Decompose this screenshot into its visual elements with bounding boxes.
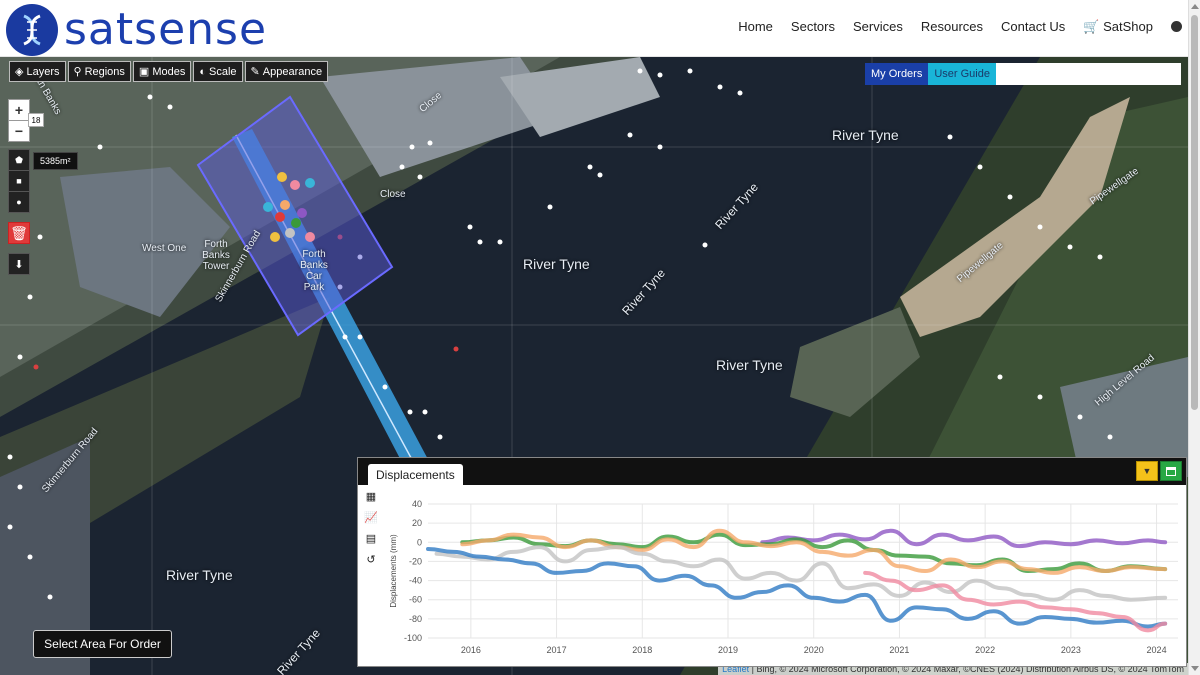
y-tick-label: -20	[409, 556, 422, 566]
label-river-tyne-1: River Tyne	[832, 127, 899, 143]
table-view-icon[interactable]	[1160, 461, 1182, 481]
y-tick-label: -60	[409, 595, 422, 605]
zoom-level: 18	[28, 113, 44, 127]
tab-displacements[interactable]: Displacements	[368, 464, 463, 486]
series-line-gray	[434, 545, 1168, 602]
orders-bar: My Orders User Guide	[865, 63, 1181, 85]
zoom-in-button[interactable]: +	[8, 99, 30, 121]
series-line-blue	[426, 546, 1168, 629]
y-axis-label: Displacements (mm)	[389, 534, 398, 608]
layers-icon: ◈	[15, 66, 24, 78]
label-close-1: Close	[380, 189, 406, 200]
x-tick-label: 2024	[1147, 645, 1167, 655]
main-nav: Home Sectors Services Resources Contact …	[738, 19, 1182, 35]
selected-region[interactable]	[196, 95, 394, 337]
series-line-pink	[863, 570, 1168, 633]
nav-services[interactable]: Services	[853, 19, 903, 34]
x-tick-label: 2018	[632, 645, 652, 655]
logo[interactable]: satsense	[6, 4, 267, 56]
collapse-chevron-icon[interactable]: ▼	[1136, 461, 1158, 481]
label-river-tyne-2: River Tyne	[523, 256, 590, 272]
label-forth-banks-tower: Forth Banks Tower	[202, 239, 230, 272]
select-area-for-order-button[interactable]: Select Area For Order	[33, 630, 172, 658]
nav-satshop-label: SatShop	[1103, 19, 1153, 34]
cart-icon: 🛒	[1083, 19, 1100, 34]
layers-button[interactable]: ◈ Layers	[9, 61, 66, 82]
area-badge: 5385m²	[33, 152, 78, 170]
modes-icon: ▣	[138, 66, 150, 78]
nav-resources[interactable]: Resources	[920, 19, 983, 34]
clipboard-icon[interactable]: ▤	[365, 532, 377, 545]
user-account-icon[interactable]	[1171, 21, 1182, 32]
series-line-orange	[460, 528, 1168, 575]
leaflet-link[interactable]: Leaflet	[722, 664, 750, 674]
layers-label: Layers	[26, 65, 60, 78]
my-orders-button[interactable]: My Orders	[865, 63, 929, 85]
nav-contact-us[interactable]: Contact Us	[1001, 19, 1066, 34]
attribution-text: | Bing, © 2024 Microsoft Corporation, © …	[749, 664, 1184, 674]
reset-icon[interactable]: ↺	[366, 553, 376, 566]
site-header: satsense Home Sectors Services Resources…	[0, 0, 1188, 57]
nav-sectors[interactable]: Sectors	[790, 19, 835, 34]
draw-polygon-icon[interactable]: ⬟	[8, 149, 30, 171]
page-scrollbar[interactable]	[1188, 0, 1200, 675]
label-west-one: West One	[142, 243, 187, 254]
regions-icon: ⚲	[73, 66, 82, 78]
scroll-up-icon[interactable]	[1191, 4, 1199, 9]
scale-label: Scale	[209, 65, 237, 78]
scale-button[interactable]: ◐ Scale	[193, 61, 243, 82]
download-icon[interactable]: ⬇	[8, 253, 30, 275]
y-tick-label: -40	[409, 576, 422, 586]
panel-header: Displacements ▼	[358, 458, 1186, 486]
x-tick-label: 2019	[718, 645, 738, 655]
x-tick-label: 2017	[547, 645, 567, 655]
regions-button[interactable]: ⚲ Regions	[67, 61, 131, 82]
regions-label: Regions	[84, 65, 125, 78]
x-tick-label: 2022	[975, 645, 995, 655]
y-tick-label: 0	[417, 537, 422, 547]
draw-rectangle-icon[interactable]: ■	[8, 170, 30, 192]
appearance-button[interactable]: ✎ Appearance	[244, 61, 329, 82]
delete-trash-icon[interactable]: 🗑	[8, 222, 30, 244]
user-guide-button[interactable]: User Guide	[928, 63, 996, 85]
scale-icon: ◐	[199, 65, 207, 78]
nav-home[interactable]: Home	[738, 19, 773, 34]
label-river-tyne-4: River Tyne	[166, 567, 233, 583]
label-river-tyne-3: River Tyne	[716, 357, 783, 373]
map-toolbar: ◈ Layers ⚲ Regions ▣ Modes ◐ Scale ✎ Appearan…	[9, 61, 329, 82]
modes-button[interactable]: ▣ Modes	[132, 61, 192, 82]
modes-label: Modes	[152, 65, 186, 78]
series-line-purple	[760, 528, 1168, 549]
satsense-logo-icon	[6, 4, 58, 56]
draw-circle-icon[interactable]: ●	[8, 191, 30, 213]
displacements-panel: Displacements ▼ ▦ 📈 ▤ ↺ 40 20 0 -20 -40 -60 -8…	[357, 457, 1187, 667]
x-tick-label: 2016	[461, 645, 481, 655]
y-tick-label: 40	[412, 499, 422, 509]
scroll-down-icon[interactable]	[1191, 666, 1199, 671]
brand-name: satsense	[64, 4, 268, 55]
y-tick-label: -100	[404, 633, 422, 643]
nav-satshop[interactable]: 🛒 SatShop	[1083, 19, 1153, 35]
x-tick-label: 2023	[1061, 645, 1081, 655]
satellite-map[interactable]: River Tyne River Tyne River Tyne River T…	[0, 57, 1188, 675]
x-tick-label: 2020	[804, 645, 824, 655]
appearance-label: Appearance	[262, 65, 323, 78]
appearance-icon: ✎	[250, 66, 260, 78]
displacement-chart[interactable]: 40 20 0 -20 -40 -60 -80 -100 2016 2017 2018 2019 202…	[380, 490, 1186, 662]
x-tick-label: 2021	[889, 645, 909, 655]
chart-line-icon[interactable]: 📈	[364, 511, 378, 524]
calendar-icon[interactable]: ▦	[365, 490, 377, 503]
y-tick-label: 20	[412, 518, 422, 528]
scrollbar-thumb[interactable]	[1191, 15, 1198, 410]
y-tick-label: -80	[409, 614, 422, 624]
label-forth-banks-car-park: Forth Banks Car Park	[300, 249, 328, 293]
zoom-out-button[interactable]: −	[8, 120, 30, 142]
